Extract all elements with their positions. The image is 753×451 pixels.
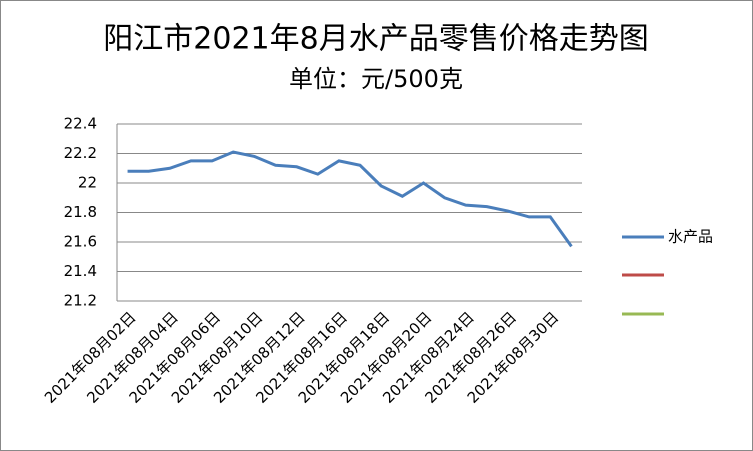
y-tick-label: 21.2 — [64, 292, 97, 310]
series-line — [127, 150, 573, 248]
chart-title: 阳江市2021年8月水产品零售价格走势图 — [103, 22, 648, 57]
y-tick-label: 22.4 — [64, 115, 97, 133]
y-tick-label: 21.4 — [64, 262, 97, 280]
y-tick-label: 21.6 — [64, 233, 97, 251]
y-tick-label: 21.8 — [64, 203, 97, 221]
chart-subtitle: 单位：元/500克 — [289, 65, 463, 93]
y-tick-label: 22.2 — [64, 144, 97, 162]
legend-label: 水产品 — [668, 228, 713, 246]
y-tick-label: 22 — [78, 174, 97, 192]
